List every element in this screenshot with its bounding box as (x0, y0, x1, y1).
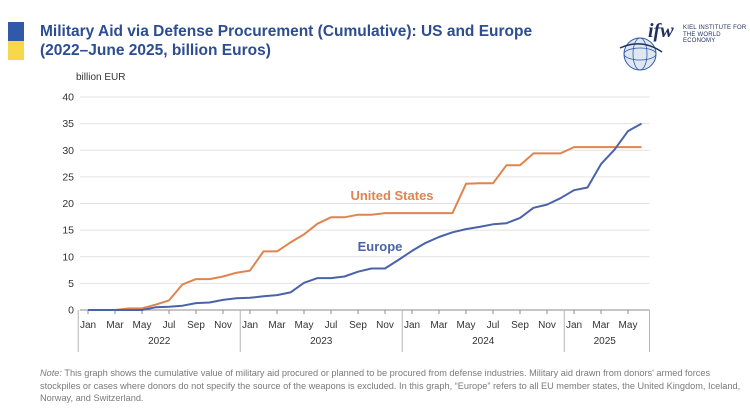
logo-text-line2: THE WORLD ECONOMY (683, 31, 721, 45)
x-tick-label: Sep (511, 320, 529, 331)
ukraine-flag-icon (8, 22, 24, 60)
flag-yellow-stripe (8, 41, 24, 60)
series-lines (88, 122, 642, 311)
flag-blue-stripe (8, 22, 24, 41)
x-tick-label: May (133, 320, 152, 331)
footnote: Note: This graph shows the cumulative va… (40, 367, 746, 405)
europe-line (88, 122, 642, 311)
x-tick-label: Sep (187, 320, 205, 331)
chart-title-line2: (2022–June 2025, billion Euros) (40, 42, 271, 59)
united-states-label: United States (350, 188, 433, 203)
y-tick-label: 15 (62, 225, 74, 237)
x-year-label: 2022 (148, 336, 171, 347)
globe-icon (619, 37, 663, 71)
footnote-text: This graph shows the cumulative value of… (40, 368, 741, 404)
x-tick-label: Mar (106, 320, 124, 331)
footnote-label: Note: (40, 368, 62, 378)
y-tick-label: 20 (62, 198, 74, 210)
x-tick-label: Jul (163, 320, 176, 331)
y-tick-label: 0 (68, 305, 74, 317)
x-tick-label: Jan (404, 320, 420, 331)
y-tick-label: 25 (62, 171, 74, 183)
x-tick-label: Nov (538, 320, 556, 331)
x-tick-label: Mar (592, 320, 610, 331)
chart-title-line1: Military Aid via Defense Procurement (Cu… (40, 23, 533, 40)
x-year-label: 2025 (594, 336, 617, 347)
chart-title: Military Aid via Defense Procurement (Cu… (40, 22, 600, 60)
x-tick-label: May (457, 320, 476, 331)
y-tick-label: 40 (62, 92, 74, 104)
x-year-label: 2023 (310, 336, 333, 347)
series-labels: United States Europe (350, 188, 433, 254)
y-tick-label: 35 (62, 118, 74, 130)
y-axis-label: billion EUR (76, 72, 126, 83)
y-tick-label: 30 (62, 145, 74, 157)
x-tick-label: Jul (325, 320, 338, 331)
x-tick-label: Jan (80, 320, 96, 331)
x-tick-label: May (295, 320, 314, 331)
x-tick-label: Jul (487, 320, 500, 331)
x-tick-label: Nov (214, 320, 232, 331)
x-tick-label: Jan (566, 320, 582, 331)
y-tick-labels: 0 5 10 15 20 25 30 35 40 (62, 92, 74, 317)
y-tick-label: 10 (62, 251, 74, 263)
x-tick-label: Jan (242, 320, 258, 331)
x-year-label: 2024 (472, 336, 495, 347)
ifw-logo: ifw KIEL INSTITUTE FOR THE WORLD ECONOMY (612, 18, 747, 74)
x-tick-label: Sep (349, 320, 367, 331)
logo-mark: ifw (648, 20, 674, 42)
united-states-line (88, 146, 642, 311)
x-tick-label: Mar (268, 320, 286, 331)
europe-label: Europe (358, 239, 403, 254)
x-tick-label: Mar (430, 320, 448, 331)
y-tick-label: 5 (68, 278, 74, 290)
x-tick-label: Nov (376, 320, 394, 331)
grid-lines (80, 96, 650, 311)
logo-text-line1: KIEL INSTITUTE FOR (683, 25, 747, 31)
x-tick-labels: Jan Mar May Jul Sep Nov Jan Mar May Jul Sep Nov Jan M… (77, 310, 650, 352)
logo-text: KIEL INSTITUTE FOR THE WORLD ECONOMY (683, 25, 747, 45)
x-tick-label: May (619, 320, 638, 331)
